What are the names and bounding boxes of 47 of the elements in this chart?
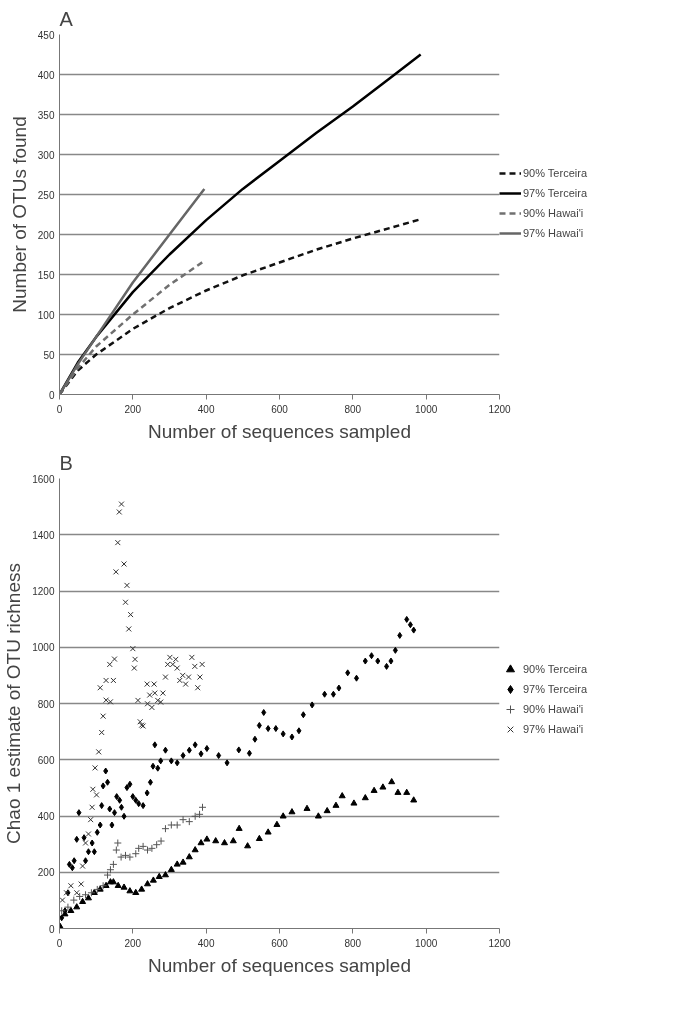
legend-label: 97% Hawai'i <box>523 226 584 239</box>
x-tick-label: 800 <box>344 937 362 949</box>
x-tick-label: 600 <box>271 937 289 949</box>
x-tick-label: 1200 <box>488 937 512 949</box>
x-tick-label: 200 <box>124 937 142 949</box>
y-tick-label: 450 <box>37 29 55 41</box>
y-tick-label: 200 <box>37 867 55 879</box>
y-tick-label: 300 <box>37 149 55 161</box>
legend-label: 97% Terceira <box>523 683 587 695</box>
y-tick-label: 250 <box>37 189 55 201</box>
y-tick-label: 1400 <box>32 529 55 541</box>
legend-label: 90% Hawai'i <box>523 703 584 715</box>
x-axis-title: Number of sequences sampled <box>148 954 411 976</box>
y-tick-label: 100 <box>37 309 55 321</box>
x-tick-label: 400 <box>197 403 215 415</box>
legend-label: 90% Terceira <box>523 663 587 675</box>
x-tick-label: 800 <box>344 403 362 415</box>
y-tick-label: 1000 <box>32 642 55 654</box>
x-tick-label: 1000 <box>415 937 438 949</box>
chart-title: A <box>59 7 74 30</box>
y-tick-label: 200 <box>37 229 55 241</box>
y-tick-label: 400 <box>37 69 55 81</box>
legend-label: 97% Terceira <box>523 186 587 199</box>
y-tick-label: 0 <box>48 389 55 401</box>
legend-label: 90% Hawai'i <box>523 206 584 219</box>
y-tick-label: 800 <box>37 698 55 710</box>
x-axis-title: Number of sequences sampled <box>148 420 411 442</box>
y-tick-label: 600 <box>37 754 55 766</box>
x-tick-label: 400 <box>197 937 215 949</box>
y-axis-title: Chao 1 estimate of OTU richness <box>3 563 25 844</box>
x-tick-label: 600 <box>271 403 289 415</box>
y-tick-label: 1600 <box>32 473 55 485</box>
y-axis-title: Number of OTUs found <box>8 116 30 313</box>
y-tick-label: 0 <box>48 923 55 935</box>
y-tick-label: 50 <box>43 349 55 361</box>
chart-title: B <box>59 451 73 474</box>
x-tick-label: 1200 <box>488 403 512 415</box>
x-tick-label: 0 <box>56 937 63 949</box>
y-tick-label: 400 <box>37 811 55 822</box>
x-tick-label: 200 <box>124 403 142 415</box>
y-tick-label: 350 <box>37 109 55 121</box>
legend-label: 97% Hawai'i <box>523 723 584 735</box>
y-tick-label: 1200 <box>32 586 55 597</box>
y-tick-label: 150 <box>37 269 55 281</box>
x-tick-label: 1000 <box>415 403 438 415</box>
x-tick-label: 0 <box>56 403 63 415</box>
legend-label: 90% Terceira <box>523 166 587 179</box>
